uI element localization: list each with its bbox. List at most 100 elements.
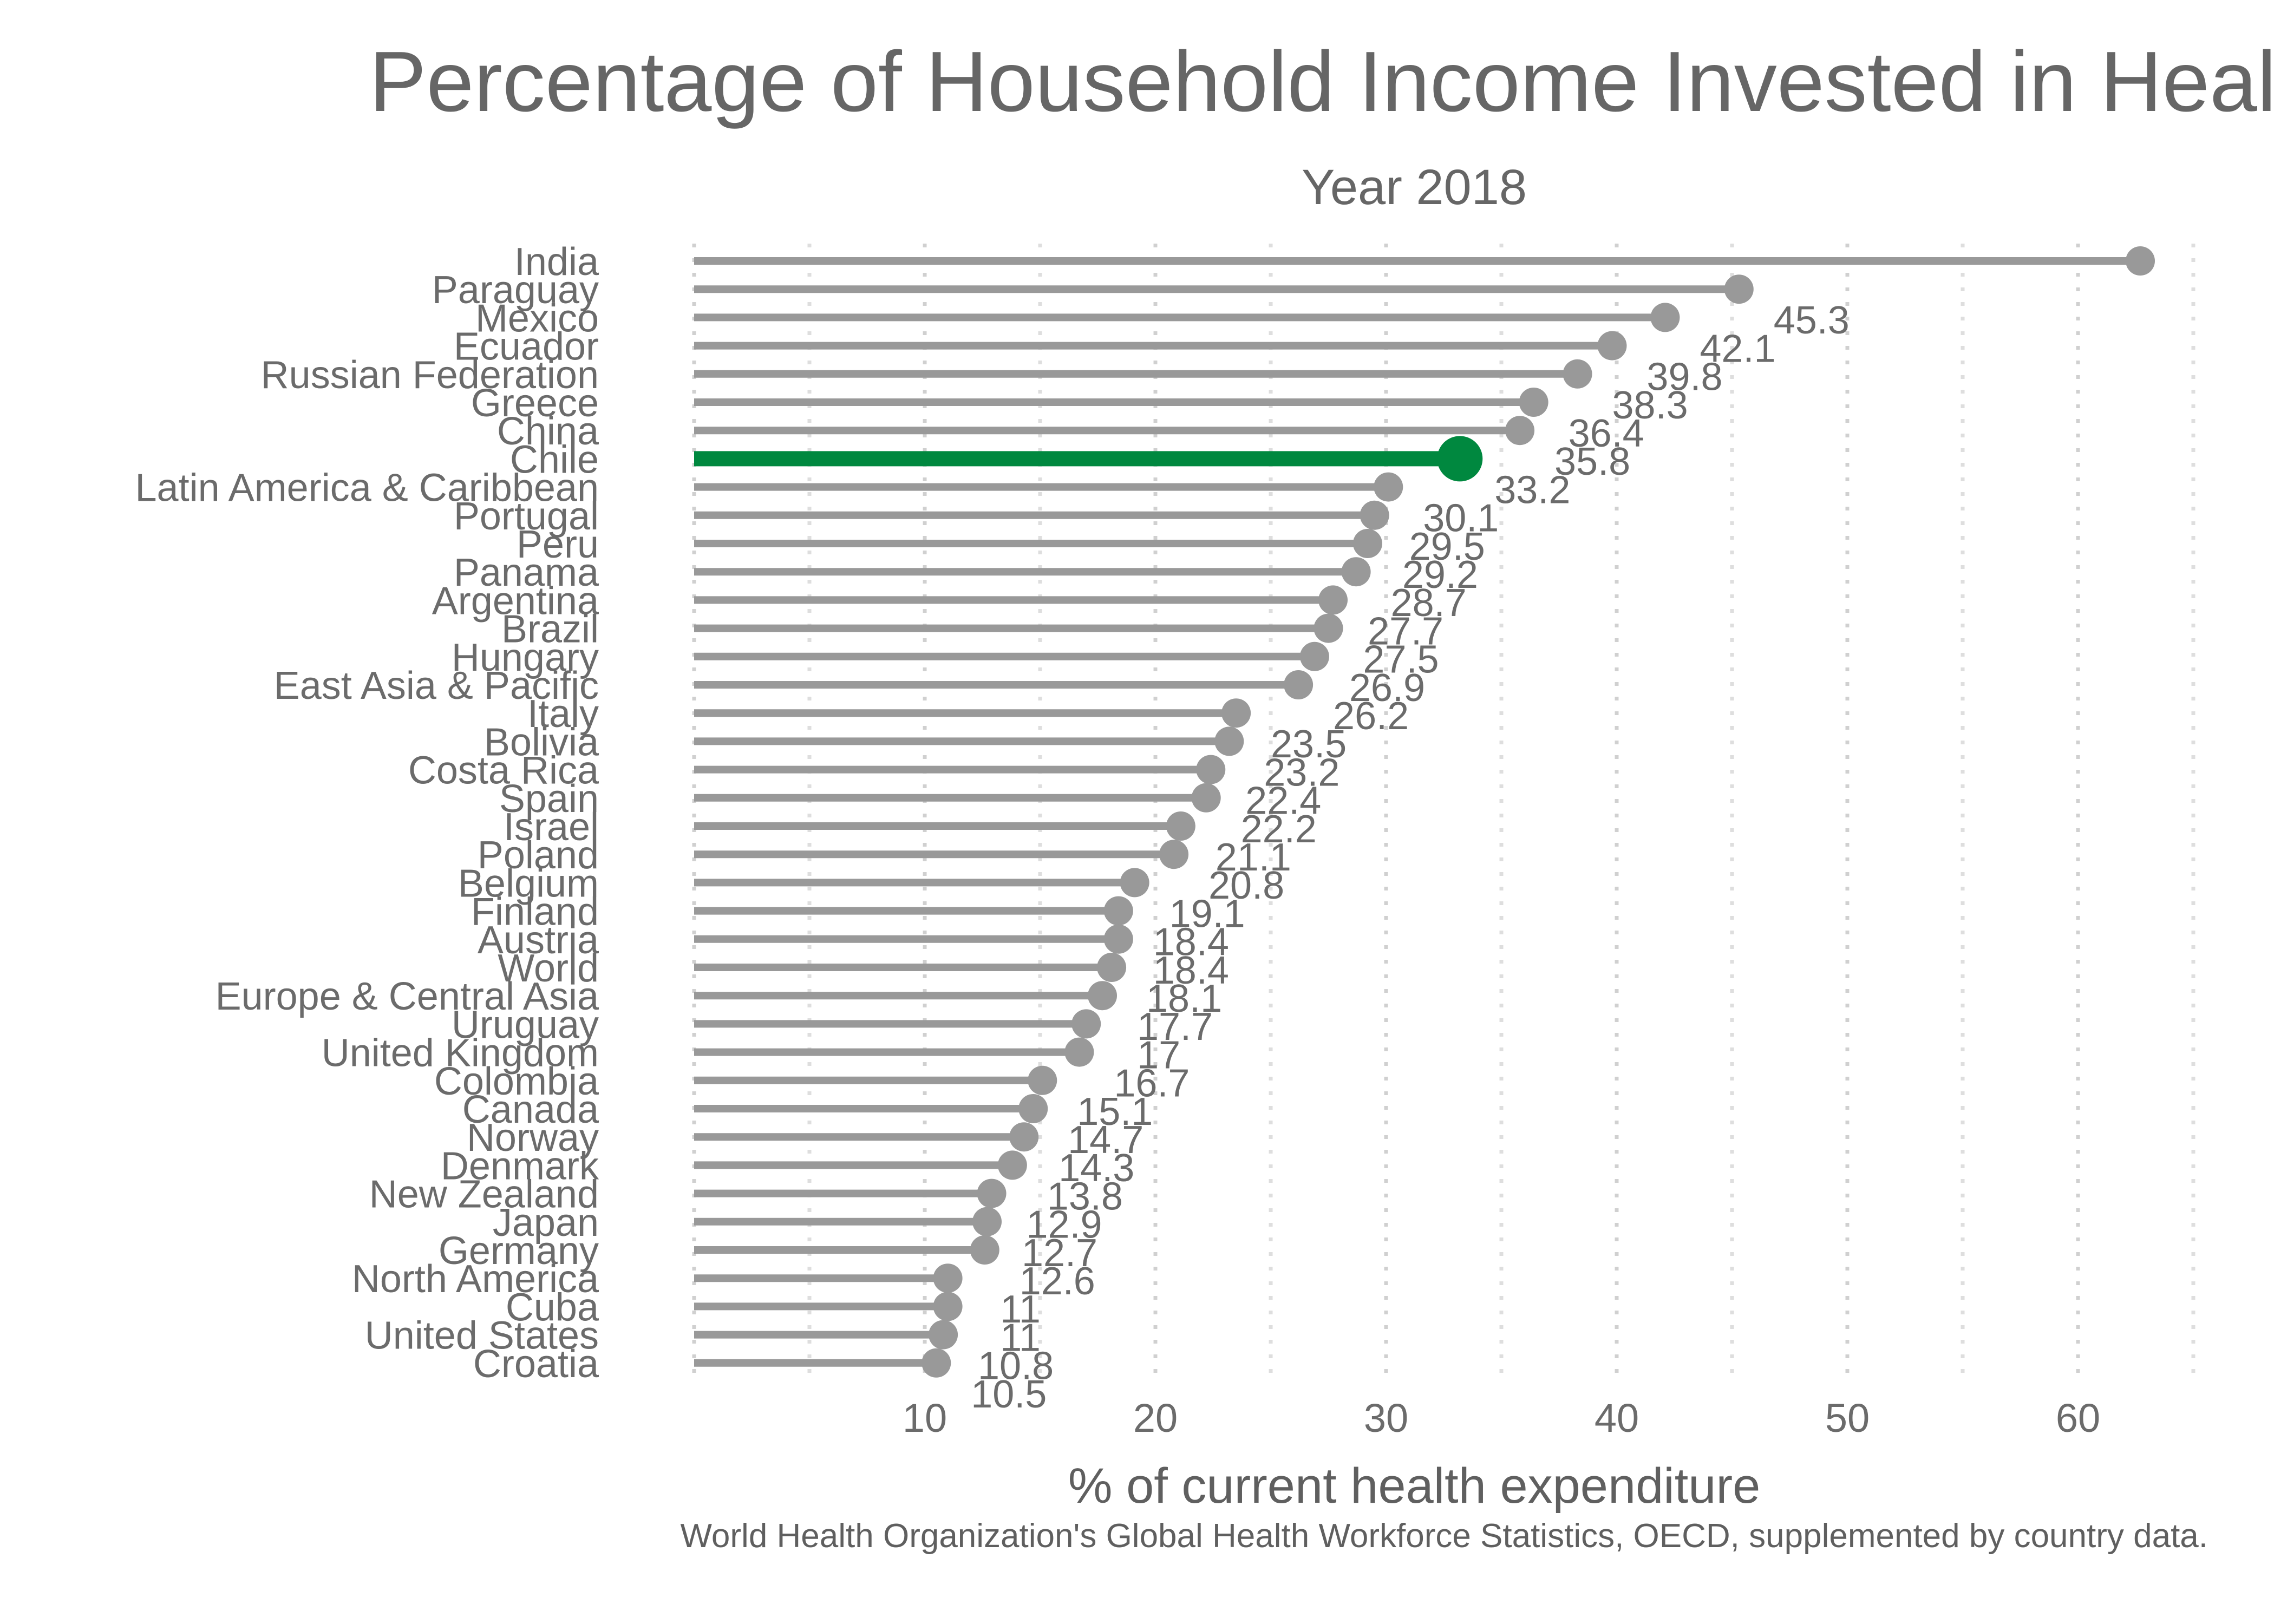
data-point	[1064, 1037, 1094, 1067]
value-label: 39.8	[1646, 356, 1722, 399]
data-point	[929, 1320, 958, 1350]
data-point	[1103, 896, 1133, 926]
category-label: Uruguay	[452, 1003, 599, 1046]
value-label: 12.6	[1020, 1260, 1095, 1303]
x-axis-label: % of current health expenditure	[1068, 1458, 1761, 1514]
value-label: 42.1	[1700, 327, 1775, 370]
x-tick-labels: 10 20 30 40 50 60	[903, 1396, 2100, 1440]
value-label: 21.1	[1216, 836, 1291, 879]
data-point	[1519, 388, 1548, 417]
data-point	[1191, 783, 1221, 813]
value-label: 10.5	[971, 1373, 1047, 1416]
category-label: Ecuador	[454, 325, 599, 369]
lollipop-stems	[694, 257, 2141, 1367]
data-point	[1505, 416, 1535, 446]
value-label: 36.4	[1569, 412, 1644, 455]
data-point	[1018, 1094, 1048, 1123]
data-point	[1352, 529, 1382, 558]
value-label: 10.8	[978, 1345, 1054, 1388]
category-label: Bolivia	[484, 721, 599, 764]
category-label: Panama	[454, 551, 599, 594]
value-label: 13.8	[1047, 1175, 1123, 1218]
chart-title: Percentage of Household Income Invested …	[369, 34, 2274, 129]
category-label: Finland	[471, 890, 599, 934]
x-tick-label: 10	[903, 1396, 947, 1440]
category-label: Europe & Central Asia	[215, 975, 599, 1018]
data-point	[1437, 436, 1483, 482]
category-label: Portugal	[454, 495, 599, 538]
data-point	[1221, 698, 1251, 728]
value-label: 12.9	[1026, 1203, 1102, 1247]
x-tick-label: 50	[1825, 1396, 1870, 1440]
category-label: Japan	[493, 1201, 599, 1245]
value-label: 29.2	[1402, 553, 1478, 597]
data-point	[972, 1207, 1002, 1236]
value-label: 14.7	[1068, 1118, 1143, 1162]
data-point	[933, 1263, 963, 1293]
value-label: 26.2	[1333, 695, 1409, 738]
value-labels: 45.342.139.838.336.435.833.230.129.529.2…	[971, 299, 1850, 1416]
category-label: Austria	[478, 919, 599, 962]
data-point	[1071, 1009, 1101, 1039]
category-label: Hungary	[452, 636, 599, 679]
category-label: Argentina	[432, 579, 599, 623]
category-label: East Asia & Pacific	[274, 664, 599, 708]
x-tick-label: 60	[2056, 1396, 2100, 1440]
value-label: 20.8	[1208, 864, 1284, 907]
value-label: 18.4	[1153, 949, 1229, 992]
chart-caption: World Health Organization's Global Healt…	[681, 1517, 2208, 1555]
category-label: Paraguay	[432, 269, 599, 312]
category-label: Russian Federation	[261, 353, 599, 397]
x-tick-label: 30	[1364, 1396, 1408, 1440]
category-label: Cuba	[506, 1286, 599, 1329]
value-label: 22.4	[1245, 780, 1321, 823]
x-tick-label: 20	[1133, 1396, 1178, 1440]
data-point	[1159, 840, 1189, 869]
value-label: 18.4	[1153, 921, 1229, 964]
data-point	[1650, 303, 1680, 332]
data-point	[1341, 557, 1371, 587]
data-point	[1284, 670, 1314, 699]
category-label: China	[497, 410, 599, 453]
value-label: 45.3	[1774, 299, 1850, 342]
chart-subtitle: Year 2018	[1302, 160, 1527, 215]
value-label: 15.1	[1077, 1090, 1153, 1134]
category-label: North America	[352, 1258, 599, 1301]
data-point	[1196, 755, 1226, 784]
value-label: 26.9	[1349, 666, 1425, 710]
category-label: Denmark	[441, 1144, 599, 1188]
data-point	[977, 1178, 1007, 1208]
category-label: India	[514, 240, 599, 284]
data-point	[1724, 274, 1754, 304]
data-point	[1374, 472, 1403, 502]
category-label: New Zealand	[369, 1173, 599, 1216]
data-point	[2126, 246, 2155, 276]
value-label: 11	[1000, 1316, 1041, 1359]
category-label: United Kingdom	[322, 1032, 599, 1075]
category-label: Mexico	[475, 297, 599, 340]
data-point	[1314, 613, 1343, 643]
value-label: 23.2	[1264, 751, 1339, 794]
data-point	[1009, 1122, 1039, 1152]
lollipop-dots	[922, 246, 2155, 1378]
value-label: 35.8	[1554, 440, 1630, 483]
value-label: 28.7	[1391, 581, 1467, 625]
data-point	[1214, 726, 1244, 756]
category-label: Canada	[462, 1088, 599, 1131]
data-point	[1028, 1065, 1057, 1095]
data-point	[1166, 811, 1195, 841]
value-label: 30.1	[1423, 497, 1499, 540]
category-label: Poland	[478, 834, 599, 877]
value-label: 38.3	[1612, 384, 1688, 427]
data-point	[933, 1292, 963, 1321]
data-point	[997, 1150, 1027, 1180]
data-point	[1563, 359, 1592, 389]
value-label: 27.7	[1368, 610, 1443, 653]
category-label: Italy	[527, 692, 599, 736]
category-label: Greece	[471, 382, 599, 425]
data-point	[1360, 500, 1389, 530]
category-label: Israel	[504, 806, 599, 849]
data-point	[1299, 641, 1329, 671]
data-point	[922, 1348, 951, 1378]
